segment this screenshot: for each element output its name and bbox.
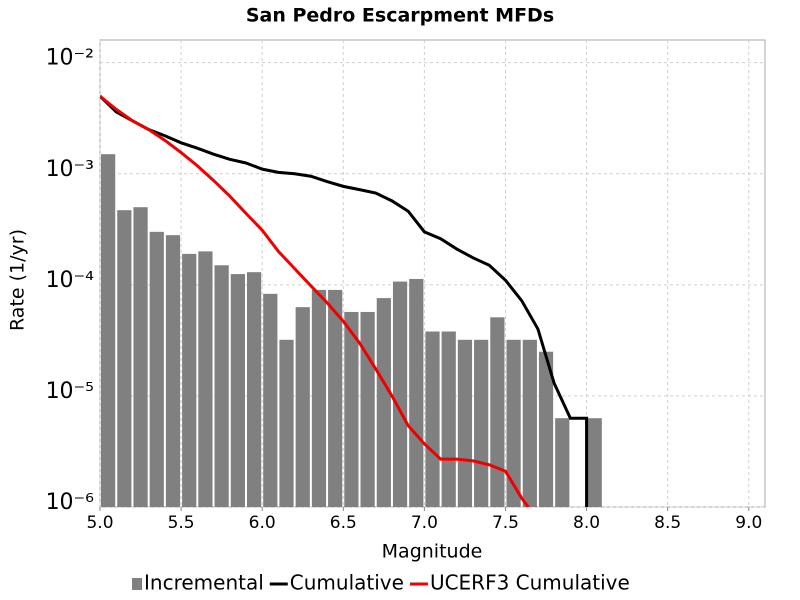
bar [457, 339, 473, 507]
bar [538, 351, 554, 507]
y-tick-label: 10⁻⁵ [46, 379, 94, 404]
bar [409, 278, 424, 507]
bar [392, 281, 408, 507]
axes: 10⁻⁶ 10⁻⁵ 10⁻⁴ 10⁻³ 10⁻² 5.0 5.5 6.0 6.5 7.0 7.5 8.… [46, 46, 763, 533]
bar [295, 307, 310, 507]
bar [165, 235, 181, 507]
bar [555, 418, 570, 507]
y-tick-label: 10⁻⁶ [46, 490, 95, 515]
x-tick-label: 9.0 [735, 513, 762, 533]
bar [360, 311, 375, 507]
bar [263, 293, 278, 507]
bar [149, 231, 164, 507]
y-axis-label: Rate (1/yr) [7, 229, 29, 331]
legend-label: UCERF3 Cumulative [430, 571, 630, 595]
chart-title: San Pedro Escarpment MFDs [246, 5, 554, 27]
bar [328, 289, 343, 507]
bar [522, 339, 537, 507]
bar [474, 339, 489, 507]
bar [441, 331, 456, 507]
x-tick-label: 7.0 [411, 513, 438, 533]
x-tick-label: 5.0 [86, 513, 113, 533]
x-tick-label: 6.0 [249, 513, 276, 533]
bar [587, 418, 602, 507]
bar [376, 298, 391, 507]
bar [101, 154, 116, 507]
bar [133, 207, 148, 507]
x-tick-label: 5.5 [168, 513, 195, 533]
line [100, 95, 589, 507]
bar [214, 265, 229, 507]
bars [101, 154, 602, 508]
x-axis-label: Magnitude [382, 541, 483, 563]
x-tick-label: 6.5 [330, 513, 357, 533]
x-tick-label: 7.5 [492, 513, 519, 533]
legend-label: Incremental [144, 571, 264, 595]
lines [100, 94, 589, 507]
bar [425, 331, 440, 507]
x-tick-label: 8.5 [654, 513, 681, 533]
bar [182, 253, 197, 507]
bar [246, 272, 262, 507]
bar [506, 339, 521, 507]
line [100, 94, 530, 507]
y-tick-label: 10⁻² [46, 46, 94, 71]
legend: Incremental Cumulative UCERF3 Cumulative [132, 571, 630, 595]
bar [311, 289, 327, 507]
bar [198, 251, 213, 507]
bar [117, 210, 132, 508]
x-tick-label: 8.0 [573, 513, 600, 533]
legend-swatch [132, 578, 142, 590]
bar [279, 339, 294, 507]
legend-label: Cumulative [290, 571, 404, 595]
bar [490, 317, 505, 507]
y-tick-label: 10⁻⁴ [46, 268, 95, 293]
y-tick-label: 10⁻³ [46, 157, 94, 182]
bar [230, 274, 245, 507]
bar [344, 311, 359, 507]
